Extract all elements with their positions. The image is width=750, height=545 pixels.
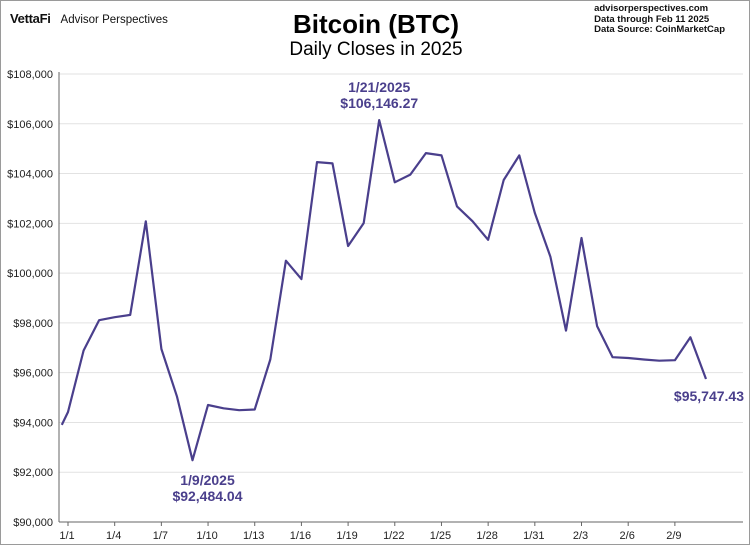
y-tick-label: $96,000 xyxy=(13,368,53,380)
annotation-low-date: 1/9/2025 xyxy=(180,472,235,488)
y-tick-label: $92,000 xyxy=(13,467,53,479)
brand-name: Advisor Perspectives xyxy=(60,14,168,26)
x-tick-label: 2/9 xyxy=(666,530,681,542)
y-tick-label: $102,000 xyxy=(7,218,53,230)
brand: VettaFi Advisor Perspectives xyxy=(10,11,168,26)
y-tick-label: $106,000 xyxy=(7,119,53,131)
brand-logo: VettaFi xyxy=(10,11,51,26)
y-tick-label: $108,000 xyxy=(7,69,53,81)
annotation-last-value: $95,747.43 xyxy=(674,388,744,404)
y-tick-label: $104,000 xyxy=(7,169,53,181)
meta-data-through: Data through Feb 11 2025 xyxy=(594,13,710,25)
x-tick-label: 1/7 xyxy=(153,530,168,542)
x-tick-label: 1/28 xyxy=(476,530,497,542)
y-tick-label: $94,000 xyxy=(13,417,53,429)
x-tick-label: 2/6 xyxy=(620,530,635,542)
x-tick-label: 1/13 xyxy=(243,530,264,542)
annotation-high-date: 1/21/2025 xyxy=(348,79,410,95)
y-tick-label: $100,000 xyxy=(7,268,53,280)
x-tick-label: 1/4 xyxy=(106,530,121,542)
meta-data-source: Data Source: CoinMarketCap xyxy=(594,24,725,35)
series-line xyxy=(60,118,708,462)
x-tick-label: 1/19 xyxy=(336,530,357,542)
x-tick-label: 1/1 xyxy=(59,530,74,542)
x-tick-label: 1/22 xyxy=(383,530,404,542)
y-tick-label: $90,000 xyxy=(13,517,53,529)
meta-website: advisorperspectives.com xyxy=(594,3,709,14)
annotation-high-value: $106,146.27 xyxy=(340,95,418,111)
x-tick-label: 1/16 xyxy=(290,530,311,542)
chart-meta: advisorperspectives.com Data through Feb… xyxy=(594,3,725,36)
annotation-low-value: $92,484.04 xyxy=(172,488,242,504)
x-tick-label: 2/3 xyxy=(573,530,588,542)
chart-subtitle: Daily Closes in 2025 xyxy=(289,39,463,60)
x-tick-label: 1/10 xyxy=(196,530,217,542)
x-tick-label: 1/25 xyxy=(430,530,451,542)
y-tick-label: $98,000 xyxy=(13,318,53,330)
chart-title: Bitcoin (BTC) xyxy=(292,9,460,39)
x-tick-label: 1/31 xyxy=(523,530,544,542)
